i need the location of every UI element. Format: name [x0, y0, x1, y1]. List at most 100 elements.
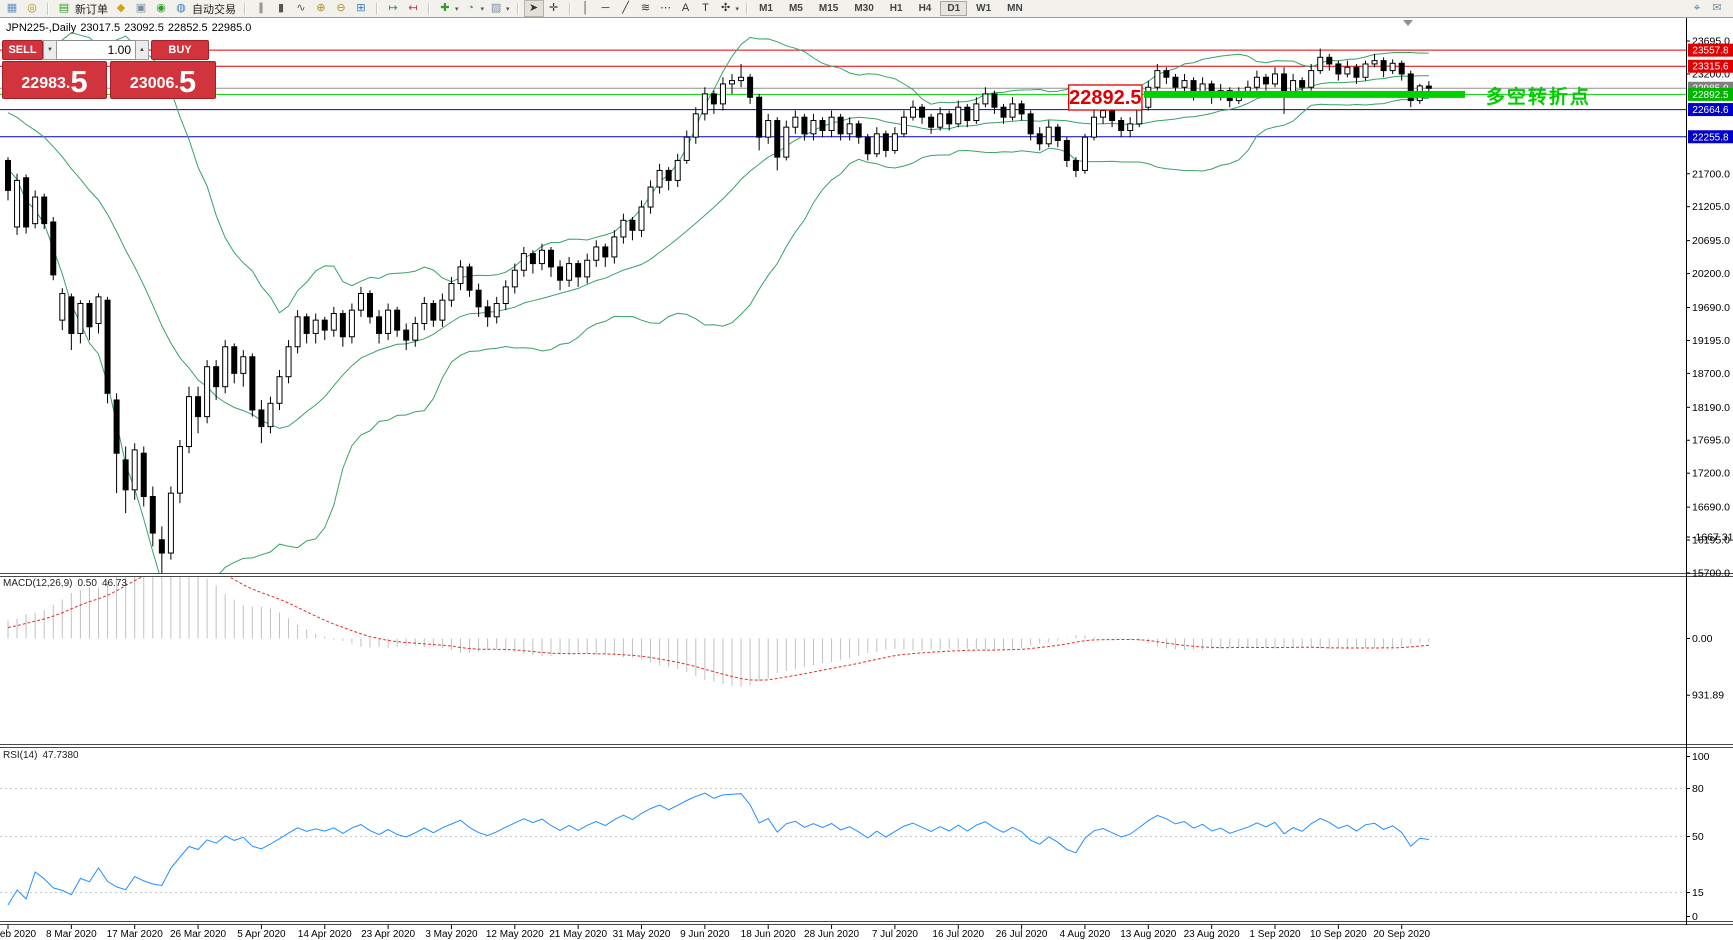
chat-icon[interactable]: ✉	[1712, 2, 1722, 14]
candle-body	[23, 177, 30, 228]
periods-button-dropdown-icon[interactable]: ▾	[480, 5, 485, 13]
macd-histogram	[7, 577, 1430, 687]
volume-input[interactable]	[57, 40, 135, 60]
rsi-tick-label: 0	[1692, 911, 1698, 923]
date-label: 3 May 2020	[425, 929, 478, 940]
new-order-button[interactable]: ▤	[58, 2, 70, 14]
bar-chart-button[interactable]: ∥	[258, 2, 264, 14]
channel-button[interactable]: ≋	[640, 2, 651, 14]
chart-shift-button[interactable]: ↤	[408, 2, 418, 14]
templates-button-dropdown-icon[interactable]: ▾	[506, 5, 510, 13]
candle-body	[1018, 103, 1025, 115]
scroll-to-end-button[interactable]: ↦	[388, 2, 398, 14]
candle-body	[1253, 76, 1260, 88]
zoom-in-button[interactable]: ⊕	[316, 2, 326, 14]
charts-window-icon[interactable]: ▦	[6, 2, 18, 14]
timeframe-M5-button[interactable]: M5	[788, 3, 803, 14]
text-button[interactable]: A	[681, 2, 690, 14]
toolbar-group: ✚ ▾ ◔ ▾ ▨ ▾	[433, 0, 514, 17]
candle-body	[186, 396, 192, 448]
candle-body	[1072, 159, 1079, 171]
chart-shift-marker[interactable]	[1403, 20, 1413, 26]
timeframe-H4-button[interactable]: H4	[918, 3, 932, 14]
shapes-button-dropdown-icon[interactable]: ▾	[735, 5, 740, 13]
volume-down-button[interactable]: ▼	[43, 40, 57, 60]
date-label: 31 May 2020	[613, 929, 671, 940]
symbol-period-label: JPN225-,Daily	[6, 22, 77, 34]
candle-body	[149, 495, 156, 534]
preview-icon[interactable]: ◎	[27, 2, 37, 14]
templates-button[interactable]: ▨	[490, 2, 502, 14]
candle-body	[1317, 56, 1324, 72]
candle-body	[321, 319, 328, 331]
trendline-button[interactable]: ╱	[622, 2, 629, 14]
rsi-tick-label: 80	[1692, 783, 1704, 795]
gold-bars-icon[interactable]: ◆	[116, 2, 126, 14]
crosshair-button[interactable]: ✛	[548, 2, 559, 14]
price-badge-text: 22892.5	[1692, 90, 1729, 101]
macd-signal	[7, 577, 1429, 681]
buy-price-big-digit: 5	[178, 64, 197, 99]
turning-point-band[interactable]	[1143, 90, 1466, 98]
candle-body	[421, 303, 428, 324]
autotrade-button[interactable]: ◍	[176, 2, 186, 14]
price-annotation-box[interactable]	[1068, 84, 1143, 111]
candle-body	[258, 409, 265, 428]
search-icon[interactable]: ⌖	[1693, 2, 1701, 14]
candle-body	[1054, 126, 1061, 141]
indicators-button-dropdown-icon[interactable]: ▾	[455, 5, 459, 13]
cn-annotation-text[interactable]: 多空转折点	[1486, 85, 1591, 108]
candle-body	[701, 93, 708, 115]
candle-body	[1091, 116, 1097, 138]
price-badge-22664.6	[1688, 103, 1733, 117]
vertical-line-button[interactable]: │	[582, 2, 589, 14]
candle-body	[5, 159, 11, 191]
candlestick-chart-button[interactable]: ▮	[277, 2, 285, 14]
label-button[interactable]: T	[702, 2, 709, 14]
indicators-button[interactable]: ✚	[440, 2, 450, 14]
candle-body	[1353, 66, 1360, 78]
candle-body	[448, 283, 455, 301]
toolbar-group: ▤ 新订单 ◆ ▣ ◉ ◍ 自动交易	[52, 0, 241, 17]
timeframe-MN-button[interactable]: MN	[1007, 3, 1023, 14]
sell-button[interactable]: SELL	[2, 40, 43, 60]
candle-body	[566, 263, 573, 281]
candle-body	[674, 159, 681, 181]
horizontal-line-button[interactable]: ─	[601, 2, 610, 14]
candle-body	[982, 93, 989, 105]
timeframe-M15-button[interactable]: M15	[818, 3, 839, 14]
buy-price-tile[interactable]: 23006. 5	[110, 61, 216, 99]
periods-button[interactable]: ◔	[467, 2, 474, 14]
candle-body	[466, 266, 473, 291]
one-click-trading-panel: SELL ▼ ▲ BUY 22983.5 23006.5	[2, 40, 216, 99]
candle-body	[131, 449, 138, 491]
autotrade-button-label: 自动交易	[192, 3, 236, 16]
date-label: 13 Aug 2020	[1120, 929, 1177, 940]
zoom-out-button[interactable]: ⊖	[336, 2, 346, 14]
cursor-button[interactable]: ➤	[523, 0, 544, 17]
tile-windows-button[interactable]: ⊞	[356, 2, 366, 14]
timeframe-H1-button[interactable]: H1	[889, 3, 903, 14]
timeframe-M1-button[interactable]: M1	[759, 3, 773, 14]
fibonacci-button[interactable]: ⋯	[660, 2, 672, 14]
candle-body	[602, 246, 609, 258]
timeframe-D1-button[interactable]: D1	[940, 1, 968, 16]
buy-button[interactable]: BUY	[151, 40, 209, 60]
sell-price-tile[interactable]: 22983. 5	[2, 61, 107, 99]
signal-icon[interactable]: ◉	[156, 2, 166, 14]
candle-body	[1009, 103, 1016, 118]
timeframe-W1-button[interactable]: W1	[976, 3, 992, 14]
price-tick-label: 19690.0	[1692, 302, 1730, 314]
terminal-icon[interactable]: ▣	[135, 2, 147, 14]
date-axis[interactable]: 27 Feb 2020 8 Mar 2020 17 Mar 2020 26 Mar 2…	[0, 925, 1430, 940]
candle-body	[783, 126, 790, 158]
date-label: 9 Jun 2020	[680, 929, 730, 940]
shapes-button[interactable]: ✣	[720, 2, 731, 14]
candle-body	[276, 376, 283, 404]
candle-body	[1045, 126, 1052, 145]
line-chart-button[interactable]: ∿	[296, 2, 306, 14]
candle-body	[167, 492, 174, 554]
volume-up-button[interactable]: ▲	[135, 40, 149, 60]
timeframe-M30-button[interactable]: M30	[854, 3, 874, 14]
